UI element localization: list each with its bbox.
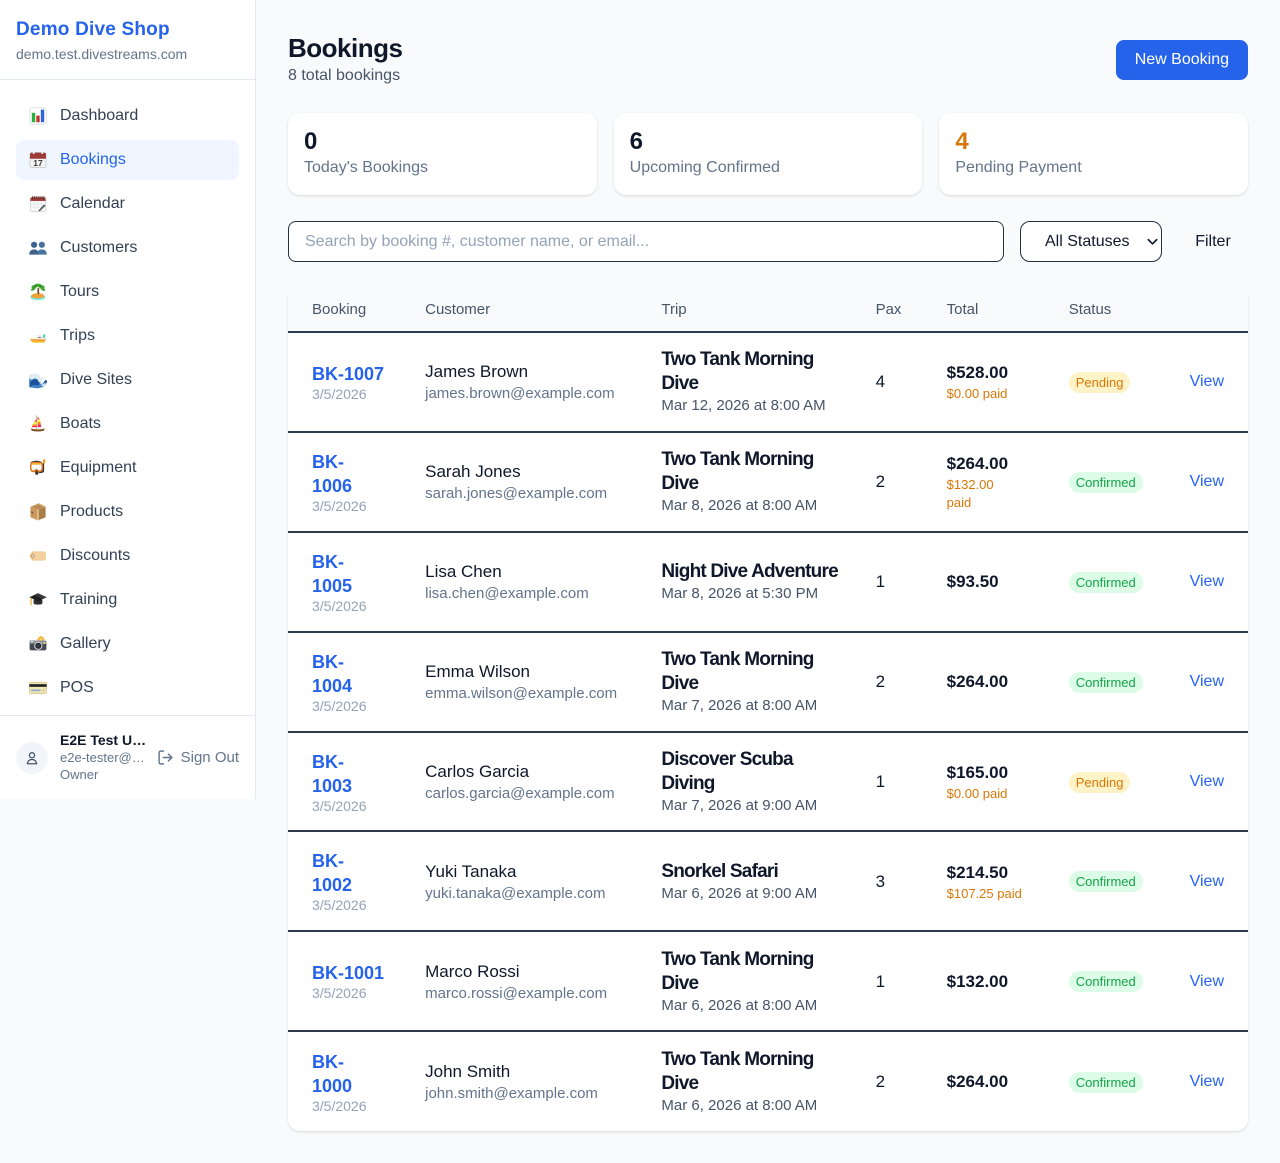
svg-text:17: 17 bbox=[33, 158, 43, 168]
